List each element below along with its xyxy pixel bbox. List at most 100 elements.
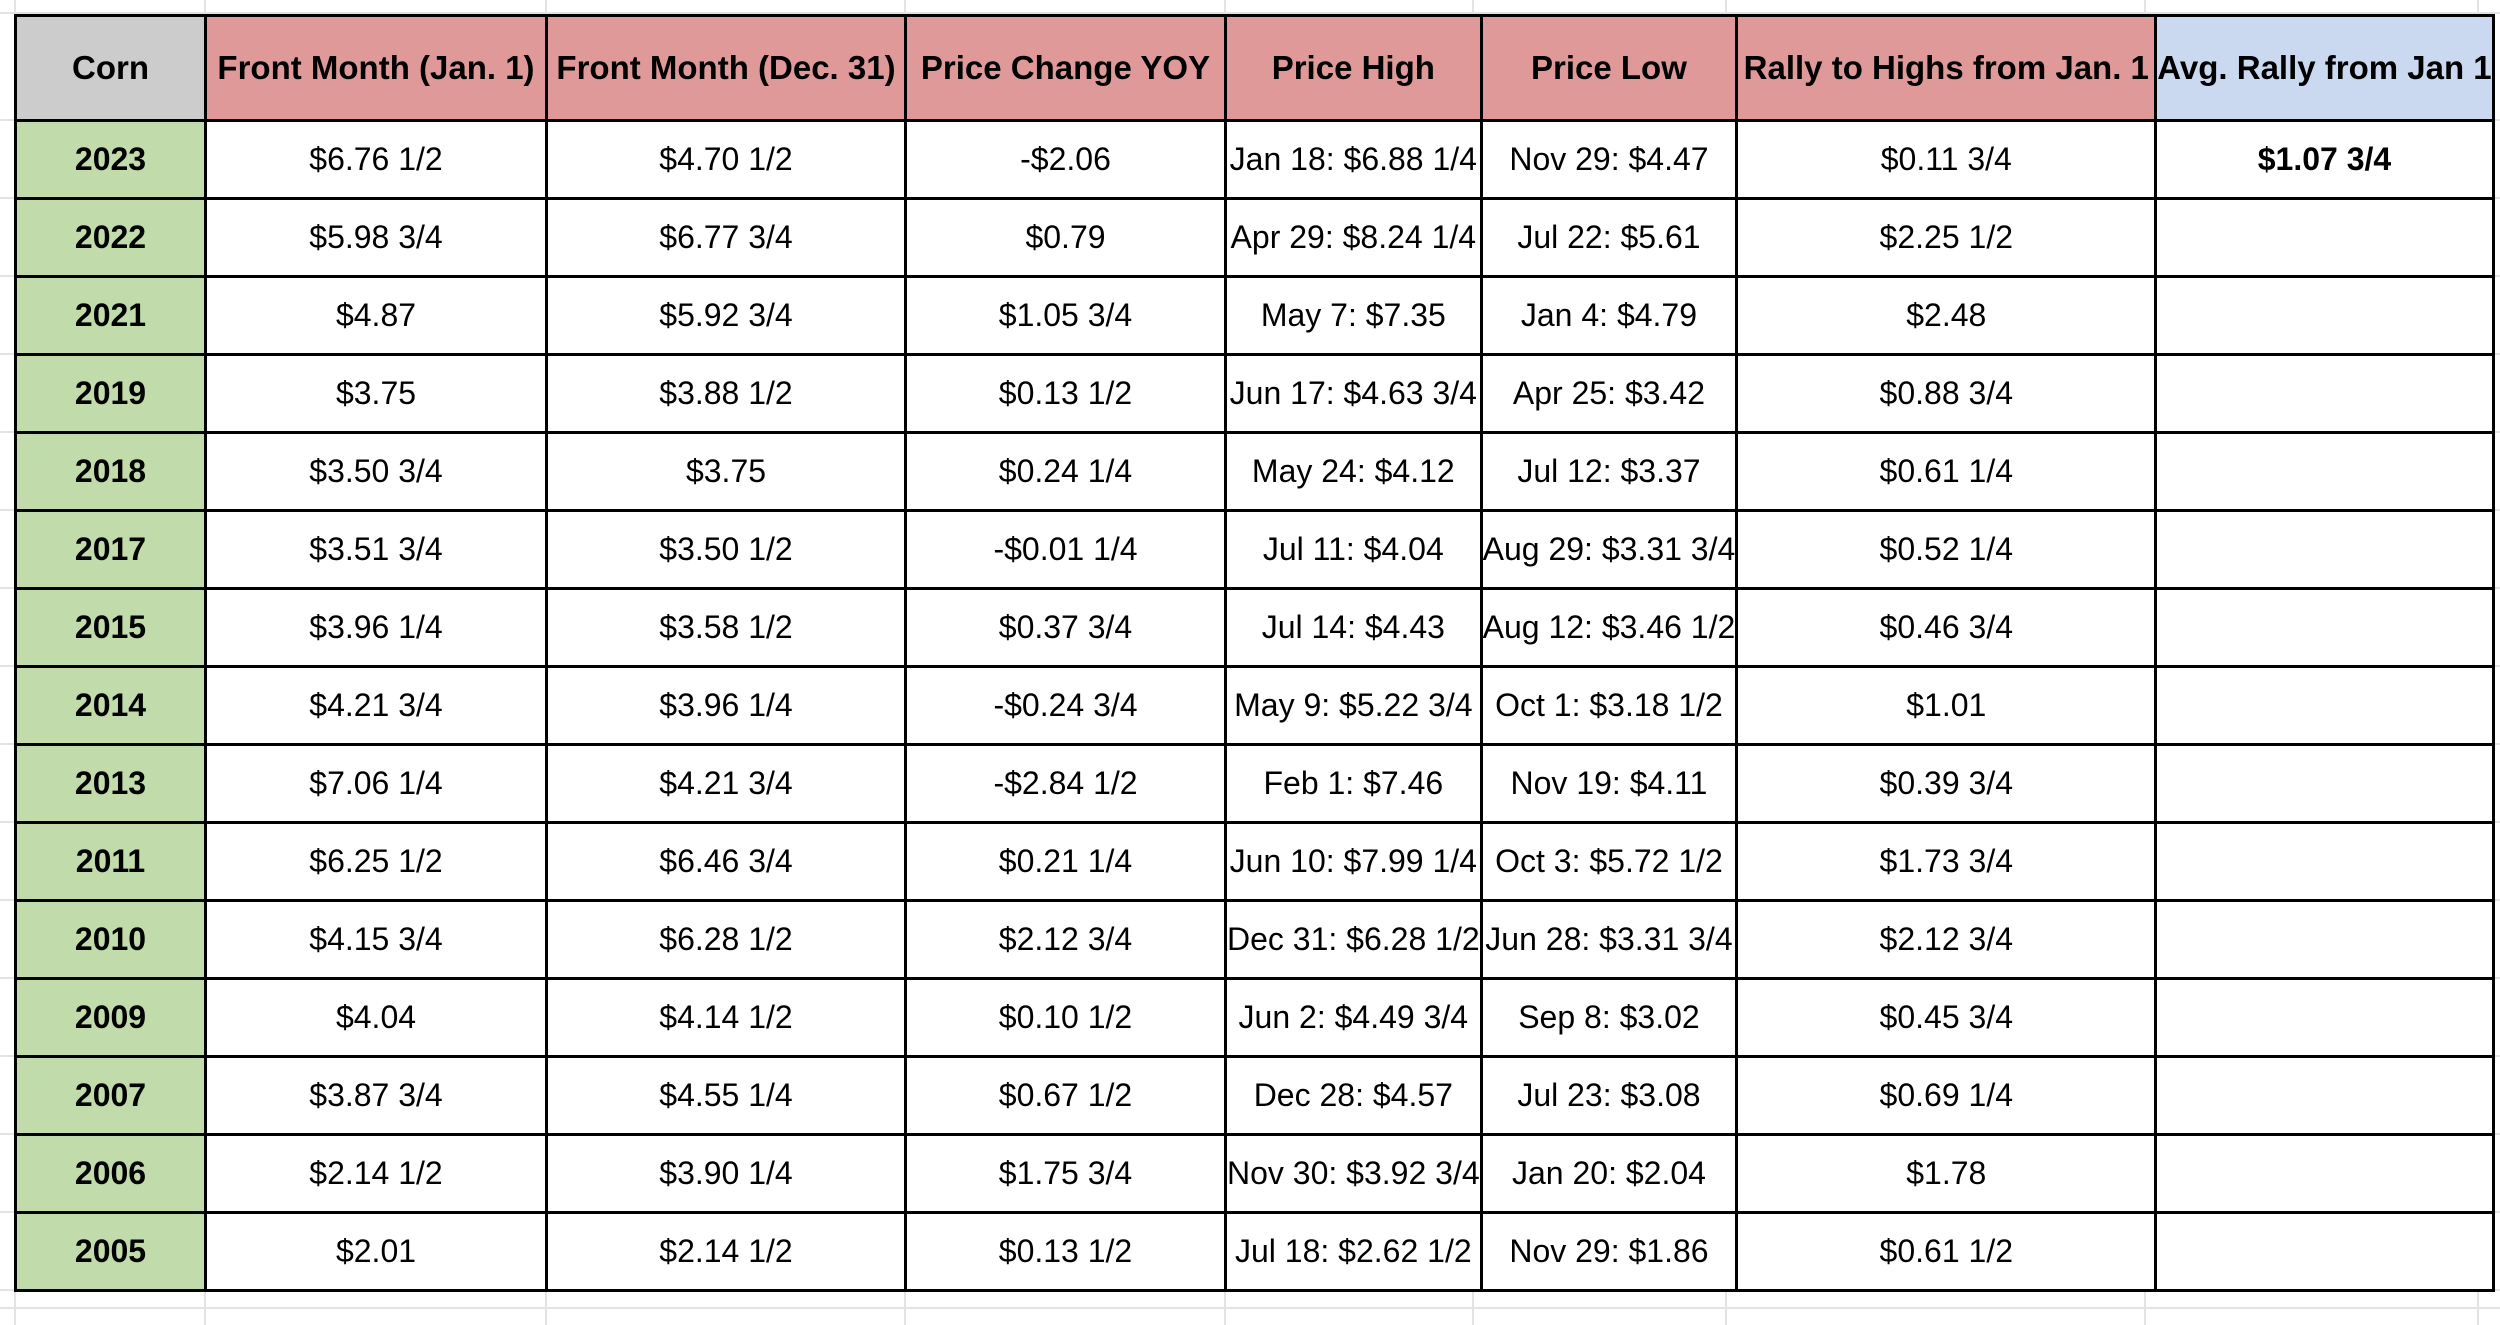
rally-to-highs-cell[interactable]: $0.69 1/4 — [1735, 1055, 2158, 1136]
price-high-cell[interactable]: May 9: $5.22 3/4 — [1224, 665, 1483, 746]
price-low-cell[interactable]: Jul 23: $3.08 — [1479, 1055, 1739, 1136]
front-month-dec31-cell[interactable]: $6.28 1/2 — [545, 899, 907, 980]
price-low-cell[interactable]: Jan 4: $4.79 — [1479, 275, 1739, 356]
price-change-yoy-cell[interactable]: -$0.24 3/4 — [904, 665, 1227, 746]
avg-rally-cell[interactable] — [2154, 665, 2495, 746]
avg-rally-cell[interactable] — [2154, 1211, 2495, 1292]
price-low-cell[interactable]: Nov 29: $4.47 — [1479, 119, 1739, 200]
front-month-dec31-cell[interactable]: $4.21 3/4 — [545, 743, 907, 824]
avg-rally-cell[interactable]: $1.07 3/4 — [2154, 119, 2495, 200]
price-high-cell[interactable]: Feb 1: $7.46 — [1224, 743, 1483, 824]
front-month-dec31-cell[interactable]: $4.14 1/2 — [545, 977, 907, 1058]
avg-rally-cell[interactable] — [2154, 821, 2495, 902]
rally-to-highs-cell[interactable]: $0.45 3/4 — [1735, 977, 2158, 1058]
year-cell[interactable]: 2015 — [14, 587, 207, 668]
price-low-cell[interactable]: Oct 1: $3.18 1/2 — [1479, 665, 1739, 746]
rally-to-highs-cell[interactable]: $2.48 — [1735, 275, 2158, 356]
front-month-jan1-cell[interactable]: $3.96 1/4 — [204, 587, 548, 668]
rally-to-highs-cell[interactable]: $0.61 1/4 — [1735, 431, 2158, 512]
price-low-cell[interactable]: Jul 12: $3.37 — [1479, 431, 1739, 512]
price-change-yoy-cell[interactable]: $0.10 1/2 — [904, 977, 1227, 1058]
column-header-rally-to-highs[interactable]: Rally to Highs from Jan. 1 — [1735, 14, 2158, 122]
year-cell[interactable]: 2013 — [14, 743, 207, 824]
front-month-dec31-cell[interactable]: $3.90 1/4 — [545, 1133, 907, 1214]
column-header-price-high[interactable]: Price High — [1224, 14, 1483, 122]
front-month-dec31-cell[interactable]: $2.14 1/2 — [545, 1211, 907, 1292]
column-header-corn[interactable]: Corn — [14, 14, 207, 122]
avg-rally-cell[interactable] — [2154, 275, 2495, 356]
price-low-cell[interactable]: Oct 3: $5.72 1/2 — [1479, 821, 1739, 902]
year-cell[interactable]: 2006 — [14, 1133, 207, 1214]
avg-rally-cell[interactable] — [2154, 431, 2495, 512]
avg-rally-cell[interactable] — [2154, 1133, 2495, 1214]
avg-rally-cell[interactable] — [2154, 1055, 2495, 1136]
rally-to-highs-cell[interactable]: $0.39 3/4 — [1735, 743, 2158, 824]
rally-to-highs-cell[interactable]: $2.25 1/2 — [1735, 197, 2158, 278]
price-high-cell[interactable]: Nov 30: $3.92 3/4 — [1224, 1133, 1483, 1214]
price-change-yoy-cell[interactable]: $0.79 — [904, 197, 1227, 278]
year-cell[interactable]: 2014 — [14, 665, 207, 746]
front-month-jan1-cell[interactable]: $4.21 3/4 — [204, 665, 548, 746]
price-change-yoy-cell[interactable]: $0.13 1/2 — [904, 1211, 1227, 1292]
front-month-dec31-cell[interactable]: $3.58 1/2 — [545, 587, 907, 668]
price-change-yoy-cell[interactable]: $0.21 1/4 — [904, 821, 1227, 902]
front-month-jan1-cell[interactable]: $3.87 3/4 — [204, 1055, 548, 1136]
price-high-cell[interactable]: Jun 10: $7.99 1/4 — [1224, 821, 1483, 902]
price-low-cell[interactable]: Aug 12: $3.46 1/2 — [1479, 587, 1739, 668]
price-change-yoy-cell[interactable]: $2.12 3/4 — [904, 899, 1227, 980]
price-change-yoy-cell[interactable]: $0.24 1/4 — [904, 431, 1227, 512]
price-high-cell[interactable]: Jun 17: $4.63 3/4 — [1224, 353, 1483, 434]
rally-to-highs-cell[interactable]: $1.01 — [1735, 665, 2158, 746]
price-low-cell[interactable]: Jul 22: $5.61 — [1479, 197, 1739, 278]
front-month-jan1-cell[interactable]: $6.76 1/2 — [204, 119, 548, 200]
year-cell[interactable]: 2011 — [14, 821, 207, 902]
rally-to-highs-cell[interactable]: $1.73 3/4 — [1735, 821, 2158, 902]
rally-to-highs-cell[interactable]: $0.46 3/4 — [1735, 587, 2158, 668]
avg-rally-cell[interactable] — [2154, 197, 2495, 278]
front-month-dec31-cell[interactable]: $3.75 — [545, 431, 907, 512]
price-low-cell[interactable]: Aug 29: $3.31 3/4 — [1479, 509, 1739, 590]
avg-rally-cell[interactable] — [2154, 587, 2495, 668]
price-low-cell[interactable]: Nov 19: $4.11 — [1479, 743, 1739, 824]
front-month-jan1-cell[interactable]: $2.14 1/2 — [204, 1133, 548, 1214]
front-month-jan1-cell[interactable]: $5.98 3/4 — [204, 197, 548, 278]
price-change-yoy-cell[interactable]: $0.37 3/4 — [904, 587, 1227, 668]
price-change-yoy-cell[interactable]: $0.67 1/2 — [904, 1055, 1227, 1136]
front-month-jan1-cell[interactable]: $6.25 1/2 — [204, 821, 548, 902]
front-month-jan1-cell[interactable]: $4.04 — [204, 977, 548, 1058]
front-month-jan1-cell[interactable]: $3.75 — [204, 353, 548, 434]
column-header-front-month-dec31[interactable]: Front Month (Dec. 31) — [545, 14, 907, 122]
rally-to-highs-cell[interactable]: $0.61 1/2 — [1735, 1211, 2158, 1292]
year-cell[interactable]: 2010 — [14, 899, 207, 980]
price-change-yoy-cell[interactable]: $1.75 3/4 — [904, 1133, 1227, 1214]
price-high-cell[interactable]: Jan 18: $6.88 1/4 — [1224, 119, 1483, 200]
price-high-cell[interactable]: Dec 31: $6.28 1/2 — [1224, 899, 1483, 980]
price-low-cell[interactable]: Jan 20: $2.04 — [1479, 1133, 1739, 1214]
price-low-cell[interactable]: Apr 25: $3.42 — [1479, 353, 1739, 434]
front-month-jan1-cell[interactable]: $4.87 — [204, 275, 548, 356]
year-cell[interactable]: 2021 — [14, 275, 207, 356]
price-high-cell[interactable]: May 7: $7.35 — [1224, 275, 1483, 356]
column-header-price-low[interactable]: Price Low — [1479, 14, 1739, 122]
avg-rally-cell[interactable] — [2154, 509, 2495, 590]
price-change-yoy-cell[interactable]: -$2.06 — [904, 119, 1227, 200]
year-cell[interactable]: 2022 — [14, 197, 207, 278]
price-change-yoy-cell[interactable]: $0.13 1/2 — [904, 353, 1227, 434]
price-low-cell[interactable]: Nov 29: $1.86 — [1479, 1211, 1739, 1292]
price-high-cell[interactable]: Jun 2: $4.49 3/4 — [1224, 977, 1483, 1058]
price-high-cell[interactable]: May 24: $4.12 — [1224, 431, 1483, 512]
rally-to-highs-cell[interactable]: $0.52 1/4 — [1735, 509, 2158, 590]
rally-to-highs-cell[interactable]: $0.11 3/4 — [1735, 119, 2158, 200]
year-cell[interactable]: 2009 — [14, 977, 207, 1058]
price-low-cell[interactable]: Sep 8: $3.02 — [1479, 977, 1739, 1058]
price-high-cell[interactable]: Apr 29: $8.24 1/4 — [1224, 197, 1483, 278]
year-cell[interactable]: 2017 — [14, 509, 207, 590]
avg-rally-cell[interactable] — [2154, 977, 2495, 1058]
front-month-dec31-cell[interactable]: $6.77 3/4 — [545, 197, 907, 278]
price-high-cell[interactable]: Jul 11: $4.04 — [1224, 509, 1483, 590]
price-high-cell[interactable]: Jul 18: $2.62 1/2 — [1224, 1211, 1483, 1292]
front-month-dec31-cell[interactable]: $5.92 3/4 — [545, 275, 907, 356]
avg-rally-cell[interactable] — [2154, 899, 2495, 980]
front-month-jan1-cell[interactable]: $3.50 3/4 — [204, 431, 548, 512]
front-month-jan1-cell[interactable]: $3.51 3/4 — [204, 509, 548, 590]
